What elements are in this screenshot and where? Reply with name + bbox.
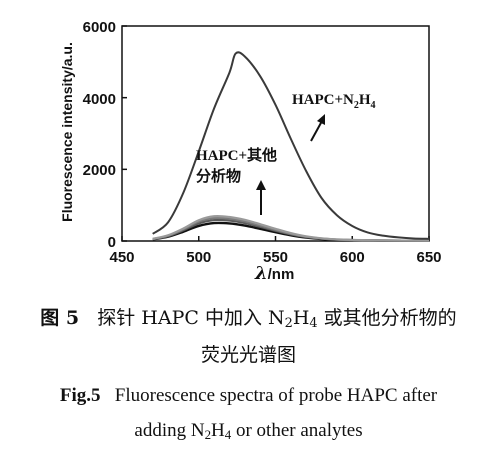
x-axis-symbol: λ [254,263,268,284]
y-axis-title: Fluorescence intensity/a.u. [59,42,75,222]
annotation-hapc-n2h4: HAPC+N2H4 [292,92,376,111]
fluorescence-chart: Fluorescence intensity/a.u. 0 2000 4000 … [59,19,442,284]
x-tick-label: 550 [263,249,288,266]
y-tick-label: 2000 [83,162,116,179]
plot-frame [121,25,430,242]
caption-cn-line2: 荧光光谱图 [200,344,296,366]
caption-en-label: Fig.5 [59,385,101,406]
caption-en-line2: adding N2H4 or other analytes [134,420,363,443]
annotation-others-line1: HAPC+其他 [196,146,277,164]
y-tick-label: 4000 [83,91,116,108]
series-line-other-analyte [152,214,430,242]
caption-cn-text: 探针 HAPC 中加入 N [97,307,285,329]
caption-en-line1: Fig.5 Fluorescence spectra of probe HAPC… [0,385,497,407]
x-tick-label: 500 [186,249,211,266]
y-tick-label: 0 [108,234,116,251]
caption-en-text: Fluorescence spectra of probe HAPC after [114,385,438,406]
series-line-hapc-n2h4 [152,51,430,240]
y-tick-label: 6000 [83,19,116,36]
annotation-others-line2: 分析物 [196,167,241,185]
x-tick-label: 600 [340,249,365,266]
caption-cn-line1: 图 5 探针 HAPC 中加入 N2H4 或其他分析物的 [40,307,457,332]
x-tick-label: 450 [109,249,134,266]
up-arrow-icon [310,114,325,142]
x-tick-label: 650 [416,249,441,266]
up-arrow-icon [256,180,266,215]
x-axis-title: λ/nm [254,263,294,284]
caption-cn-label: 图 5 [40,307,80,329]
axis-ticks [121,25,430,242]
x-axis-unit: /nm [268,266,295,283]
series-group [152,51,430,242]
